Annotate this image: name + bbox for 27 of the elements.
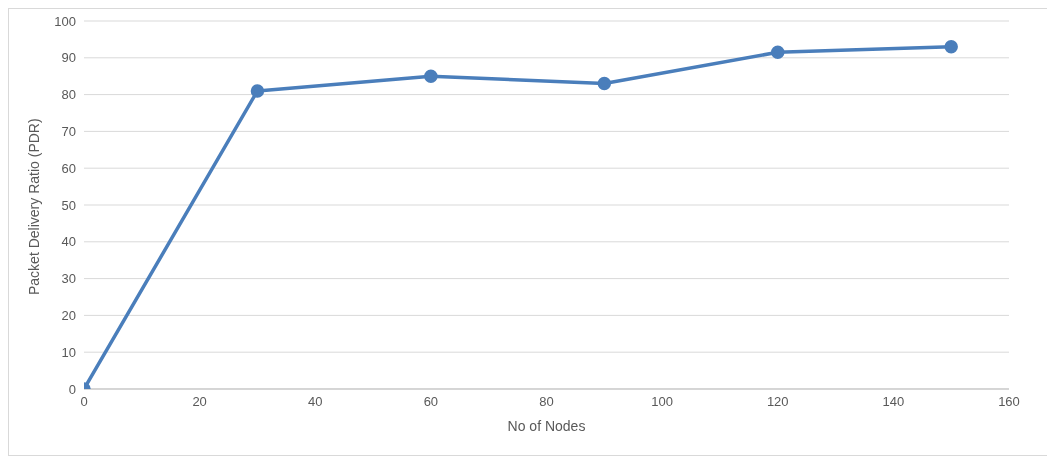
point xyxy=(944,40,958,54)
point xyxy=(597,76,612,91)
y-axis-title: Packet Delivery Ratio (PDR) xyxy=(25,118,42,295)
x-tick-label: 140 xyxy=(882,394,905,410)
y-tick-label: 30 xyxy=(61,271,76,287)
x-axis-title: No of Nodes xyxy=(507,418,586,434)
point xyxy=(424,69,438,83)
y-tick-label: 70 xyxy=(61,124,76,140)
y-tick-label: 10 xyxy=(61,344,76,360)
x-tick-label: 160 xyxy=(998,394,1020,410)
y-tick-label: 80 xyxy=(61,87,76,103)
x-tick-label: 20 xyxy=(192,394,207,410)
x-tick-label: 60 xyxy=(423,394,439,410)
y-tick-label: 100 xyxy=(54,13,76,29)
y-tick-label: 50 xyxy=(61,197,76,213)
x-tick-label: 40 xyxy=(308,394,323,410)
y-tick-label: 20 xyxy=(61,308,76,324)
x-tick-label: 100 xyxy=(651,394,673,410)
x-tick-label: 80 xyxy=(539,394,554,410)
y-tick-label: 0 xyxy=(68,381,76,397)
x-tick-label: 0 xyxy=(80,394,88,410)
y-tick-label: 90 xyxy=(61,50,76,66)
point xyxy=(250,84,265,98)
point xyxy=(771,45,785,60)
y-tick-label: 40 xyxy=(61,234,76,250)
x-tick-label: 120 xyxy=(766,394,789,410)
y-tick-label: 60 xyxy=(61,160,76,176)
